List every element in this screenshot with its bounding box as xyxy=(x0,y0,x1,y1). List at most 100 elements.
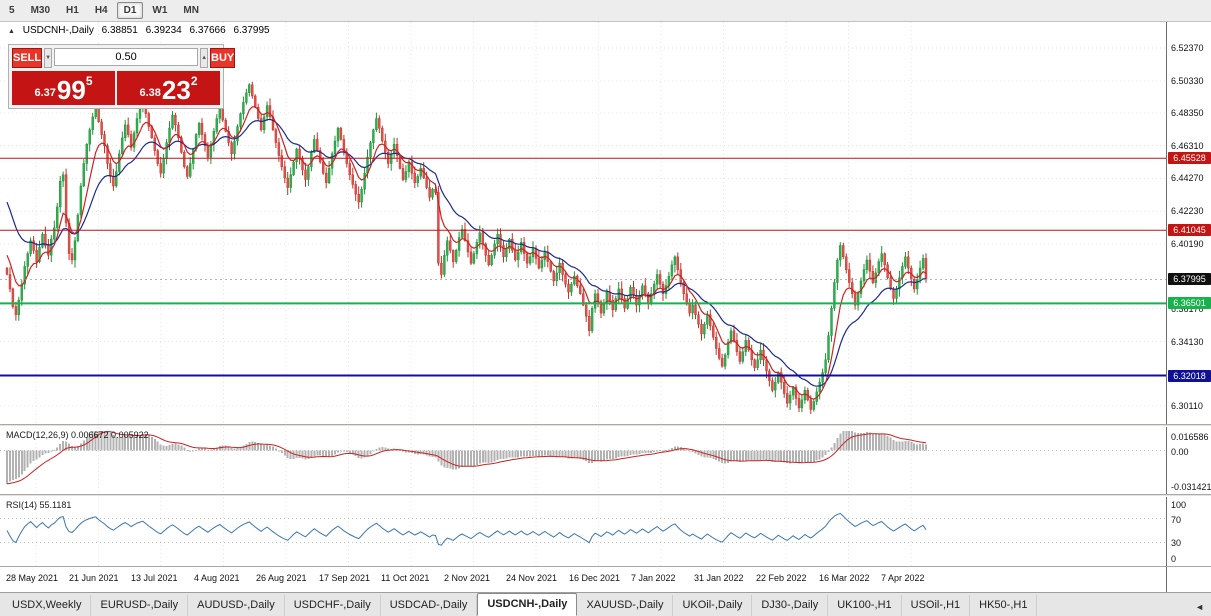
chart-tab-dj30-daily[interactable]: DJ30-,Daily xyxy=(752,595,829,616)
time-axis[interactable]: 28 May 2021 21 Jun 2021 13 Jul 2021 4 Aug 2… xyxy=(0,566,1166,592)
timeframe-button-h1[interactable]: H1 xyxy=(66,5,79,16)
macd-axis-label: 0.00 xyxy=(1171,447,1189,457)
ma-fast-line xyxy=(6,106,927,400)
sell-button[interactable]: SELL xyxy=(12,48,43,68)
chart-tabs-bar: USDX,Weekly EURUSD-,Daily AUDUSD-,Daily USD… xyxy=(0,592,1211,616)
chart-ohlc-header: ▲ USDCNH-,Daily 6.38851 6.39234 6.37666 … xyxy=(8,25,275,36)
chart-tab-usdcnh-daily[interactable]: USDCNH-,Daily xyxy=(477,593,578,616)
rsi-panel[interactable]: RSI(14) 55.1181 xyxy=(0,497,1166,566)
chart-tab-usdcad-daily[interactable]: USDCAD-,Daily xyxy=(381,595,478,616)
chart-tab-eurusd-daily[interactable]: EURUSD-,Daily xyxy=(91,595,189,616)
date-label: 16 Dec 2021 xyxy=(569,573,621,583)
ohlc-low: 6.37666 xyxy=(189,25,226,36)
panel-splitter[interactable] xyxy=(0,494,1211,497)
date-label: 2 Nov 2021 xyxy=(444,573,491,583)
price-tick-label: 6.52370 xyxy=(1171,43,1204,53)
date-label: 31 Jan 2022 xyxy=(694,573,744,583)
date-label: 7 Apr 2022 xyxy=(881,573,925,583)
rsi-chart xyxy=(0,497,1166,566)
date-label: 21 Jun 2021 xyxy=(69,573,119,583)
chart-tab-uk100-h1[interactable]: UK100-,H1 xyxy=(828,595,902,616)
ma-slow-line xyxy=(6,118,926,387)
macd-axis-label: -0.031421 xyxy=(1171,482,1211,492)
volume-up-button[interactable]: ▲ xyxy=(200,48,209,68)
price-tick-label: 6.44270 xyxy=(1171,173,1204,183)
price-tick-label: 6.40190 xyxy=(1171,239,1204,249)
candlestick-chart[interactable] xyxy=(0,22,1166,424)
rsi-axis-label: 100 xyxy=(1171,500,1187,510)
sell-price-big: 99 xyxy=(56,75,86,105)
rsi-axis-label: 0 xyxy=(1171,554,1177,564)
chart-tab-xauusd-daily[interactable]: XAUUSD-,Daily xyxy=(577,595,674,616)
rsi-axis-label: 30 xyxy=(1171,538,1182,548)
macd-axis-label: 0.016586 xyxy=(1171,432,1209,442)
price-chart-canvas[interactable]: ▲ USDCNH-,Daily 6.38851 6.39234 6.37666 … xyxy=(0,22,1166,424)
timeframe-button-mn[interactable]: MN xyxy=(183,5,199,16)
level-price-tag: 6.45528 xyxy=(1168,152,1211,164)
buy-price-sup: 2 xyxy=(190,74,198,88)
timeframe-button-5[interactable]: 5 xyxy=(9,5,15,16)
sell-price-sup: 5 xyxy=(85,74,93,88)
date-label: 11 Oct 2021 xyxy=(381,573,430,583)
buy-price-small: 6.38 xyxy=(139,87,161,99)
date-label: 26 Aug 2021 xyxy=(256,573,307,583)
timeframe-button-m30[interactable]: M30 xyxy=(30,5,51,16)
rsi-axis[interactable]: 100 70 30 0 xyxy=(1166,497,1211,566)
timeframe-button-w1[interactable]: W1 xyxy=(152,5,168,16)
price-tick-label: 6.42230 xyxy=(1171,206,1204,216)
sell-price-display[interactable]: 6.37 99 5 xyxy=(12,71,115,105)
macd-signal-line xyxy=(6,430,927,485)
date-label: 24 Nov 2021 xyxy=(506,573,558,583)
rsi-label: RSI(14) 55.1181 xyxy=(6,500,72,510)
date-label: 13 Jul 2021 xyxy=(131,573,178,583)
date-label: 4 Aug 2021 xyxy=(194,573,240,583)
volume-input[interactable] xyxy=(54,48,199,66)
sell-price-small: 6.37 xyxy=(34,87,56,99)
date-label: 22 Feb 2022 xyxy=(756,573,807,583)
date-label: 16 Mar 2022 xyxy=(819,573,870,583)
level-price-tag: 6.36501 xyxy=(1168,297,1211,309)
buy-price-display[interactable]: 6.38 23 2 xyxy=(117,71,220,105)
macd-axis[interactable]: 0.016586 0.00 -0.031421 xyxy=(1166,427,1211,494)
axis-corner xyxy=(1166,566,1211,592)
price-tick-label: 6.36170 xyxy=(1171,304,1204,314)
price-tick-label: 6.50330 xyxy=(1171,76,1204,86)
rsi-line xyxy=(6,512,927,546)
price-axis[interactable]: 6.52370 6.50330 6.48350 6.46310 6.44270 6.422… xyxy=(1166,22,1211,424)
timeframe-button-d1[interactable]: D1 xyxy=(116,2,144,19)
ohlc-close: 6.37995 xyxy=(233,25,270,36)
price-tick-label: 6.34130 xyxy=(1171,337,1204,347)
timeframe-button-h4[interactable]: H4 xyxy=(94,5,108,16)
date-label: 17 Sep 2021 xyxy=(319,573,371,583)
chart-symbol-label: USDCNH-,Daily xyxy=(22,25,94,36)
macd-histogram xyxy=(6,431,927,484)
rsi-axis-label: 70 xyxy=(1171,515,1182,525)
chart-tab-usoil-h1[interactable]: USOil-,H1 xyxy=(902,595,971,616)
price-tick-label: 6.48350 xyxy=(1171,108,1204,118)
level-price-tag: 6.41045 xyxy=(1168,224,1211,236)
down-wicks xyxy=(6,81,927,414)
chart-tab-hk50-h1[interactable]: HK50-,H1 xyxy=(970,595,1038,616)
panel-splitter[interactable] xyxy=(0,424,1211,427)
macd-panel[interactable]: MACD(12,26,9) 0.006672 0.005922 xyxy=(0,427,1166,494)
ohlc-open: 6.38851 xyxy=(101,25,138,36)
current-price-tag: 6.37995 xyxy=(1168,273,1211,285)
macd-chart xyxy=(0,427,1166,494)
date-label: 7 Jan 2022 xyxy=(631,573,676,583)
price-tick-label: 6.30110 xyxy=(1171,401,1203,411)
chart-tab-ukoil-daily[interactable]: UKOil-,Daily xyxy=(673,595,753,616)
volume-down-button[interactable]: ▼ xyxy=(44,48,53,68)
down-candles xyxy=(5,84,928,410)
up-candles xyxy=(17,84,925,410)
tab-scroll-icon[interactable]: ◄ xyxy=(1195,602,1204,612)
chart-tab-usdchf-daily[interactable]: USDCHF-,Daily xyxy=(285,595,381,616)
chart-tab-audusd-daily[interactable]: AUDUSD-,Daily xyxy=(188,595,285,616)
collapse-trade-panel-icon[interactable]: ▲ xyxy=(8,28,15,35)
buy-button[interactable]: BUY xyxy=(210,48,236,68)
chart-tab-usdx-weekly[interactable]: USDX,Weekly xyxy=(3,595,92,616)
level-price-tag: 6.32018 xyxy=(1168,370,1211,382)
price-tick-label: 6.46310 xyxy=(1171,141,1204,151)
ohlc-high: 6.39234 xyxy=(145,25,182,36)
timeframe-toolbar: 5 M30 H1 H4 D1 W1 MN xyxy=(0,0,1211,22)
